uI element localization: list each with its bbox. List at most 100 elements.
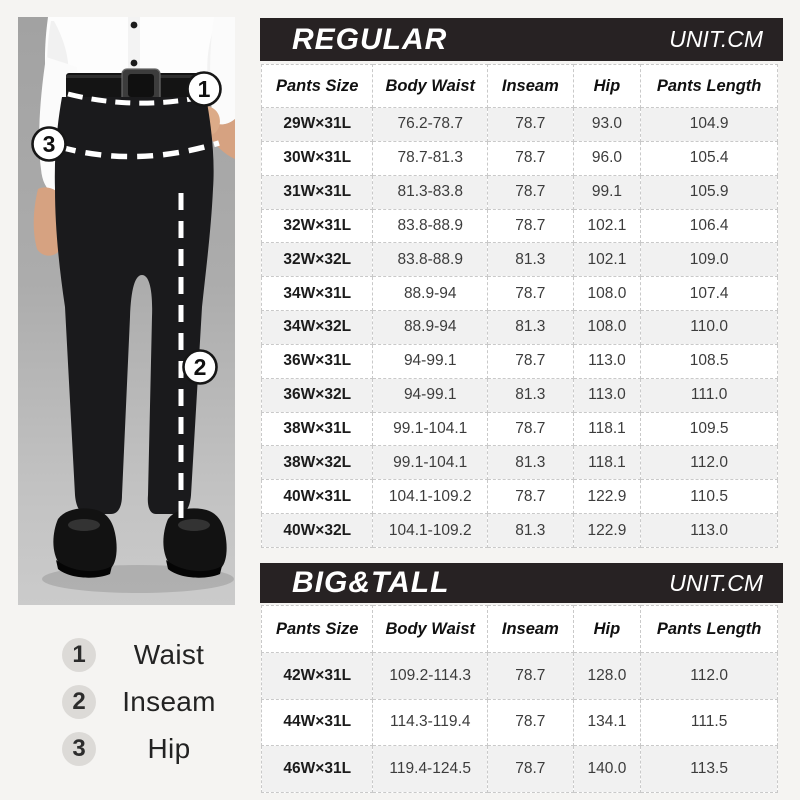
value-cell: 119.4-124.5 xyxy=(372,745,488,793)
value-cell: 112.0 xyxy=(640,652,778,700)
value-cell: 105.4 xyxy=(640,140,778,176)
size-cell: 36W×32L xyxy=(260,377,374,413)
size-cell: 46W×31L xyxy=(260,745,374,793)
value-cell: 78.7 xyxy=(487,479,574,515)
value-cell: 81.3 xyxy=(487,377,574,413)
legend-badge-1: 1 xyxy=(62,638,96,672)
value-cell: 107.4 xyxy=(640,276,778,312)
size-cell: 44W×31L xyxy=(260,698,374,746)
value-cell: 81.3-83.8 xyxy=(372,174,488,210)
legend-label-hip: Hip xyxy=(147,733,191,764)
model-photo: 1 2 3 xyxy=(18,17,235,605)
value-cell: 111.0 xyxy=(640,377,778,413)
value-cell: 93.0 xyxy=(572,107,642,142)
table-row: 42W×31L 109.2-114.3 78.7 128.0 112.0 xyxy=(260,652,778,700)
table-row: 36W×32L 94-99.1 81.3 113.0 111.0 xyxy=(260,377,778,413)
marker-2: 2 xyxy=(182,349,218,385)
value-cell: 81.3 xyxy=(487,445,574,481)
column-header: Pants Size xyxy=(260,605,374,653)
right-sleeve xyxy=(210,17,235,125)
column-header: Inseam xyxy=(487,64,574,108)
value-cell: 118.1 xyxy=(572,445,642,481)
size-cell: 29W×31L xyxy=(260,107,374,142)
table-row: 32W×32L 83.8-88.9 81.3 102.1 109.0 xyxy=(260,242,778,278)
size-cell: 36W×31L xyxy=(260,343,374,379)
value-cell: 110.5 xyxy=(640,479,778,515)
table-row: 46W×31L 119.4-124.5 78.7 140.0 113.5 xyxy=(260,745,778,793)
size-cell: 34W×31L xyxy=(260,276,374,312)
left-hand xyxy=(33,187,62,256)
bigtall-size-table-section: BIG&TALL UNIT.CM Pants Size Body Waist Ins… xyxy=(260,563,783,793)
value-cell: 113.0 xyxy=(640,513,778,548)
size-cell: 34W×32L xyxy=(260,310,374,345)
value-cell: 96.0 xyxy=(572,140,642,176)
marker-3: 3 xyxy=(31,126,67,162)
regular-size-table: Pants Size Body Waist Inseam Hip Pants Lengt… xyxy=(260,64,778,548)
value-cell: 78.7 xyxy=(487,276,574,312)
value-cell: 99.1-104.1 xyxy=(372,445,488,481)
value-cell: 104.1-109.2 xyxy=(372,479,488,515)
column-header: Hip xyxy=(572,64,642,108)
value-cell: 140.0 xyxy=(572,745,642,793)
value-cell: 78.7 xyxy=(487,698,574,746)
value-cell: 108.5 xyxy=(640,343,778,379)
table-row: 32W×31L 83.8-88.9 78.7 102.1 106.4 xyxy=(260,208,778,244)
value-cell: 104.9 xyxy=(640,107,778,142)
table-row: 40W×31L 104.1-109.2 78.7 122.9 110.5 xyxy=(260,479,778,515)
shirt-button xyxy=(130,21,138,29)
legend-item-hip: 3 Hip xyxy=(62,732,242,766)
shirt-button xyxy=(130,59,138,67)
left-shoe xyxy=(53,508,117,578)
value-cell: 118.1 xyxy=(572,411,642,447)
legend-item-waist: 1 Waist xyxy=(62,638,242,672)
legend-badge-2: 2 xyxy=(62,685,96,719)
table-title: BIG&TALL xyxy=(292,566,450,599)
value-cell: 122.9 xyxy=(572,513,642,548)
value-cell: 128.0 xyxy=(572,652,642,700)
value-cell: 94-99.1 xyxy=(372,377,488,413)
table-row: 34W×32L 88.9-94 81.3 108.0 110.0 xyxy=(260,310,778,345)
size-cell: 40W×32L xyxy=(260,513,374,548)
value-cell: 108.0 xyxy=(572,276,642,312)
value-cell: 88.9-94 xyxy=(372,310,488,345)
size-cell: 31W×31L xyxy=(260,174,374,210)
value-cell: 99.1-104.1 xyxy=(372,411,488,447)
bigtall-size-table: Pants Size Body Waist Inseam Hip Pants Lengt… xyxy=(260,605,778,793)
waist-measure-line xyxy=(67,91,198,106)
value-cell: 81.3 xyxy=(487,513,574,548)
unit-label: UNIT.CM xyxy=(669,569,763,596)
value-cell: 94-99.1 xyxy=(372,343,488,379)
table-row: 36W×31L 94-99.1 78.7 113.0 108.5 xyxy=(260,343,778,379)
value-cell: 78.7 xyxy=(487,107,574,142)
size-cell: 38W×31L xyxy=(260,411,374,447)
bigtall-header-bar: BIG&TALL UNIT.CM xyxy=(260,563,783,603)
column-header: Body Waist xyxy=(372,605,488,653)
value-cell: 111.5 xyxy=(640,698,778,746)
value-cell: 105.9 xyxy=(640,174,778,210)
marker-3-number: 3 xyxy=(43,131,56,157)
column-header: Pants Size xyxy=(260,64,374,108)
table-row: 38W×32L 99.1-104.1 81.3 118.1 112.0 xyxy=(260,445,778,481)
size-cell: 40W×31L xyxy=(260,479,374,515)
value-cell: 113.5 xyxy=(640,745,778,793)
size-cell: 30W×31L xyxy=(260,140,374,176)
column-header: Hip xyxy=(572,605,642,653)
value-cell: 78.7 xyxy=(487,411,574,447)
pants xyxy=(54,97,214,514)
value-cell: 78.7 xyxy=(487,652,574,700)
value-cell: 102.1 xyxy=(572,242,642,278)
value-cell: 78.7 xyxy=(487,174,574,210)
table-row: 30W×31L 78.7-81.3 78.7 96.0 105.4 xyxy=(260,140,778,176)
belt-buckle-inner xyxy=(128,74,154,97)
size-cell: 32W×31L xyxy=(260,208,374,244)
value-cell: 83.8-88.9 xyxy=(372,242,488,278)
table-row: 44W×31L 114.3-119.4 78.7 134.1 111.5 xyxy=(260,698,778,746)
value-cell: 78.7 xyxy=(487,343,574,379)
value-cell: 78.7 xyxy=(487,140,574,176)
value-cell: 113.0 xyxy=(572,343,642,379)
value-cell: 109.2-114.3 xyxy=(372,652,488,700)
value-cell: 102.1 xyxy=(572,208,642,244)
header-row: Pants Size Body Waist Inseam Hip Pants Lengt… xyxy=(260,64,778,108)
marker-2-number: 2 xyxy=(194,354,207,380)
